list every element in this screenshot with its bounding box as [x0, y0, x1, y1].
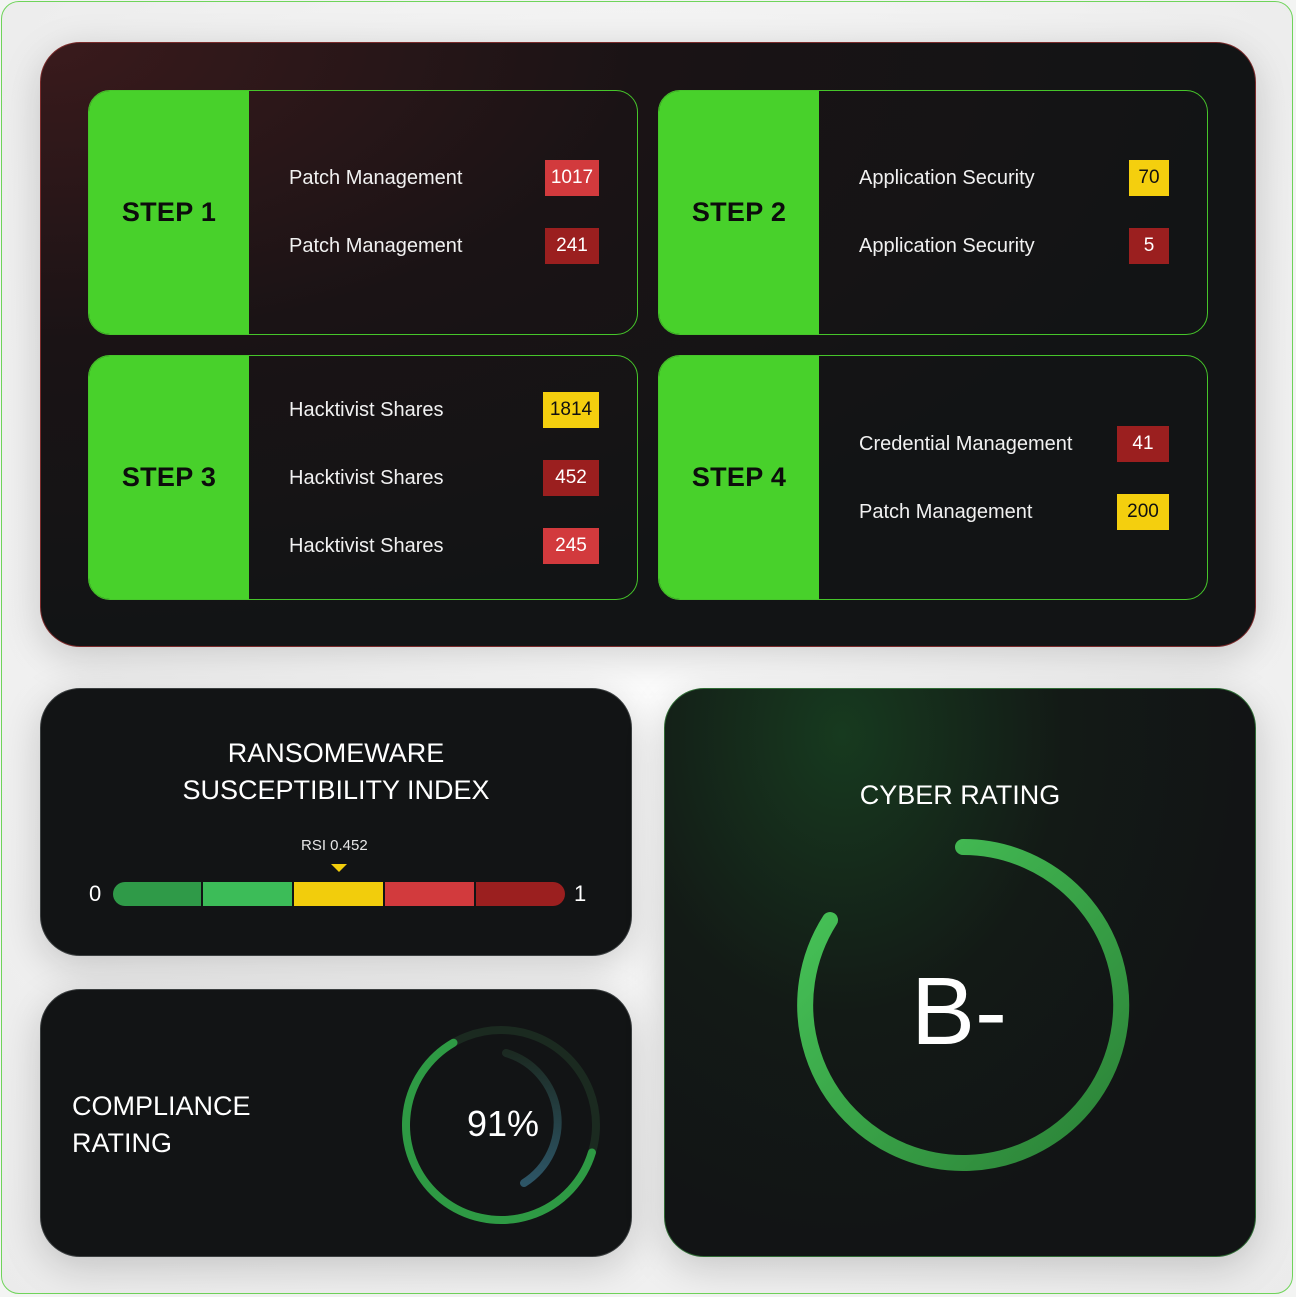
count-badge: 1017 — [545, 160, 599, 196]
step-card-2[interactable]: STEP 2 Application Security 70 Applicati… — [658, 90, 1208, 335]
compliance-title-line1: COMPLIANCE — [72, 1091, 251, 1121]
compliance-title-line2: RATING — [72, 1128, 172, 1158]
rsi-title-line1: RANSOMEWARE — [227, 738, 445, 768]
step-row-label: Patch Management — [289, 167, 463, 189]
cyber-rating-gauge — [797, 839, 1130, 1171]
count-badge: 452 — [543, 460, 599, 496]
rsi-segment — [113, 882, 201, 906]
step-row-label: Hacktivist Shares — [289, 399, 444, 421]
rsi-panel: RANSOMEWARE SUSCEPTIBILITY INDEX RSI 0.4… — [40, 688, 632, 956]
rsi-marker-label: RSI 0.452 — [301, 837, 368, 854]
count-badge: 1814 — [543, 392, 599, 428]
rsi-segment — [203, 882, 292, 906]
step-label: STEP 3 — [121, 462, 217, 492]
count-badge: 241 — [545, 228, 599, 264]
rsi-max-label: 1 — [574, 881, 587, 906]
step-label-box: STEP 3 — [89, 356, 249, 599]
step-label: STEP 2 — [691, 197, 787, 227]
count-badge: 70 — [1129, 160, 1169, 196]
compliance-panel: COMPLIANCE RATING 91% — [40, 989, 632, 1257]
rsi-min-label: 0 — [89, 881, 102, 906]
step-label: STEP 4 — [691, 462, 787, 492]
cyber-rating-arc — [797, 839, 1130, 1171]
step-card-4[interactable]: STEP 4 Credential Management 41 Patch Ma… — [658, 355, 1208, 600]
step-label-box: STEP 4 — [659, 356, 819, 599]
rsi-title: RANSOMEWARE SUSCEPTIBILITY INDEX — [41, 735, 631, 809]
step-row-label: Patch Management — [289, 235, 463, 257]
step-label-box: STEP 2 — [659, 91, 819, 334]
cyber-rating-panel: CYBER RATING B- — [664, 688, 1256, 1257]
compliance-gauge-arc — [402, 1038, 596, 1224]
rsi-segment — [294, 882, 383, 906]
count-badge: 245 — [543, 528, 599, 564]
cyber-grade: B- — [911, 958, 1007, 1065]
step-label-box: STEP 1 — [89, 91, 249, 334]
steps-panel: STEP 1 Patch Management 1017 Patch Manag… — [40, 42, 1256, 647]
step-row-label: Hacktivist Shares — [289, 467, 444, 489]
rsi-marker-caret-icon — [331, 864, 347, 872]
count-badge: 5 — [1129, 228, 1169, 264]
count-badge: 41 — [1117, 426, 1169, 462]
rsi-title-line2: SUSCEPTIBILITY INDEX — [182, 775, 490, 805]
step-row-label: Patch Management — [859, 501, 1033, 523]
step-label: STEP 1 — [121, 197, 217, 227]
step-row-label: Credential Management — [859, 433, 1073, 455]
rsi-segment — [476, 882, 565, 906]
step-row-label: Application Security — [859, 167, 1035, 189]
compliance-gauge-inner-arc — [502, 1049, 562, 1187]
compliance-title: COMPLIANCE RATING — [72, 1088, 251, 1162]
count-badge: 200 — [1117, 494, 1169, 530]
cyber-title: CYBER RATING — [859, 780, 1061, 810]
step-row-label: Application Security — [859, 235, 1035, 257]
compliance-gauge — [402, 1026, 600, 1224]
compliance-value: 91% — [467, 1103, 540, 1144]
step-card-3[interactable]: STEP 3 Hacktivist Shares 1814 Hacktivist… — [88, 355, 638, 600]
step-row-label: Hacktivist Shares — [289, 535, 444, 557]
rsi-segment — [385, 882, 474, 906]
step-card-1[interactable]: STEP 1 Patch Management 1017 Patch Manag… — [88, 90, 638, 335]
